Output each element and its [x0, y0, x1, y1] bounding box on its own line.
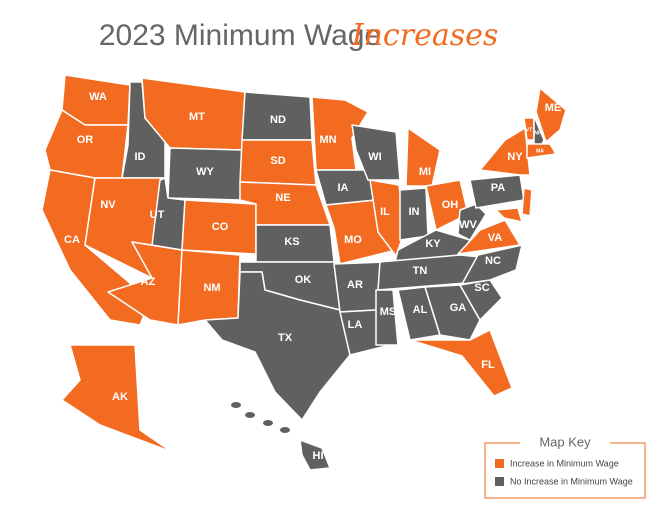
state-label: MI — [419, 166, 431, 178]
state-label: PA — [491, 182, 506, 194]
legend-title-bg — [520, 436, 610, 450]
title-accent: Increases — [351, 18, 499, 53]
state-label: HI — [313, 450, 324, 462]
state-label: IL — [380, 206, 390, 218]
state-label: AK — [112, 391, 128, 403]
state-label: SC — [474, 282, 489, 294]
state-label: FL — [481, 359, 495, 371]
state-label: NV — [100, 199, 116, 211]
state-label: SD — [270, 155, 285, 167]
state — [424, 284, 481, 341]
legend-swatch — [495, 459, 504, 468]
state-label: AR — [347, 279, 363, 291]
state-label: ME — [545, 102, 562, 114]
island — [263, 420, 273, 426]
state-label: OK — [295, 274, 312, 286]
state-label: CO — [212, 221, 229, 233]
state-label: ID — [135, 151, 146, 163]
state — [521, 187, 533, 217]
state-label: GA — [450, 302, 467, 314]
state-label: IN — [409, 206, 420, 218]
state — [369, 179, 406, 257]
state-label: NE — [275, 192, 290, 204]
legend: Increase in Minimum Wage No Increase in M… — [495, 458, 633, 486]
state-label: AZ — [141, 276, 156, 288]
island — [231, 402, 241, 408]
state-label: KS — [284, 236, 299, 248]
state — [461, 244, 523, 285]
state-label: UT — [150, 209, 165, 221]
state-label: MO — [344, 234, 362, 246]
state-label: LA — [348, 319, 363, 331]
state — [457, 203, 487, 241]
legend-label: No Increase in Minimum Wage — [510, 476, 633, 486]
state — [457, 219, 521, 255]
state-label: OH — [442, 199, 459, 211]
legend-title: Map Key — [539, 434, 591, 449]
legend-label: Increase in Minimum Wage — [510, 458, 619, 468]
state — [375, 289, 399, 346]
state-label: TX — [278, 332, 293, 344]
state-label: NY — [507, 151, 523, 163]
state-label: KY — [425, 238, 441, 250]
state-label: WA — [89, 91, 107, 103]
state-label: WI — [368, 151, 381, 163]
state — [526, 143, 557, 159]
state-label: AL — [413, 304, 428, 316]
state-label: CA — [64, 234, 80, 246]
title: 2023 Minimum Wage — [99, 19, 381, 52]
state-label: MS — [380, 306, 397, 318]
state — [299, 439, 331, 471]
state-label: ND — [270, 114, 286, 126]
state — [61, 344, 173, 453]
state — [351, 124, 401, 181]
us-map: WA OR CA ID NV MT WY UT AZ CO NM ND SD NE KS OK TX MN IA MO… — [41, 74, 567, 471]
state — [535, 87, 567, 143]
state-label: VA — [488, 232, 503, 244]
island — [280, 427, 290, 433]
state-label: MA — [536, 148, 544, 154]
state — [409, 329, 513, 397]
state-label: NC — [485, 255, 501, 267]
legend-swatch — [495, 477, 504, 486]
state-label: NH — [534, 130, 542, 136]
state — [495, 207, 523, 223]
state-label: OR — [77, 134, 94, 146]
state-label: WV — [459, 219, 477, 231]
island — [245, 412, 255, 418]
state-label: NM — [203, 282, 220, 294]
state-label: MT — [189, 111, 205, 123]
state-label: MN — [319, 134, 336, 146]
state-label: IA — [338, 182, 349, 194]
state-label: TN — [413, 265, 428, 277]
state-label: VT — [526, 127, 532, 133]
state-label: WY — [196, 166, 214, 178]
legend-box — [484, 442, 646, 499]
